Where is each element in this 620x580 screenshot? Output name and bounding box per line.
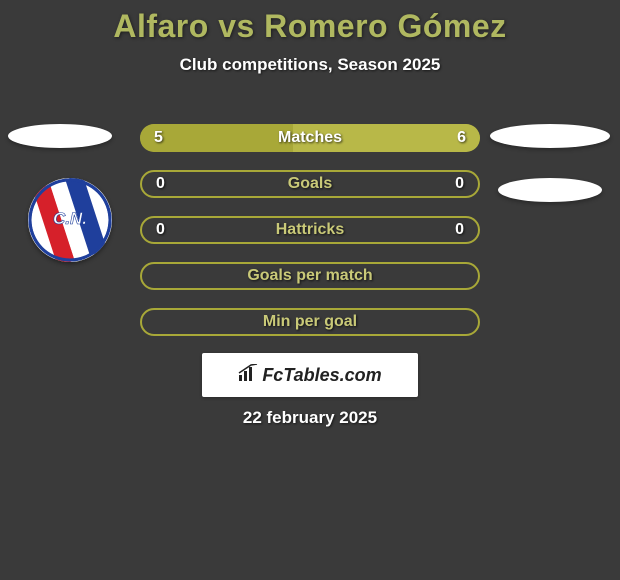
stat-label: Goals	[142, 175, 478, 193]
stat-label: Matches	[140, 129, 480, 147]
chart-icon	[238, 364, 258, 387]
generated-date: 22 february 2025	[0, 408, 620, 428]
badge-initials: C.N.	[53, 209, 87, 228]
team-badge-left: C.N.	[28, 178, 112, 262]
subtitle: Club competitions, Season 2025	[0, 55, 620, 75]
stat-row: 56Matches	[140, 124, 480, 152]
logo-text: FcTables.com	[262, 365, 381, 386]
stats-table: 56Matches 00Goals 00Hattricks Goals per mat…	[140, 124, 480, 354]
site-logo: FcTables.com	[202, 353, 418, 397]
stat-row: 00Hattricks	[140, 216, 480, 244]
player-photo-right	[490, 124, 610, 148]
stat-label: Min per goal	[142, 313, 478, 331]
stat-row: Min per goal	[140, 308, 480, 336]
team-badge-right	[498, 178, 602, 202]
page-title: Alfaro vs Romero Gómez	[0, 0, 620, 45]
stat-label: Hattricks	[142, 221, 478, 239]
player-photo-left	[8, 124, 112, 148]
stat-row: Goals per match	[140, 262, 480, 290]
stat-row: 00Goals	[140, 170, 480, 198]
stat-label: Goals per match	[142, 267, 478, 285]
